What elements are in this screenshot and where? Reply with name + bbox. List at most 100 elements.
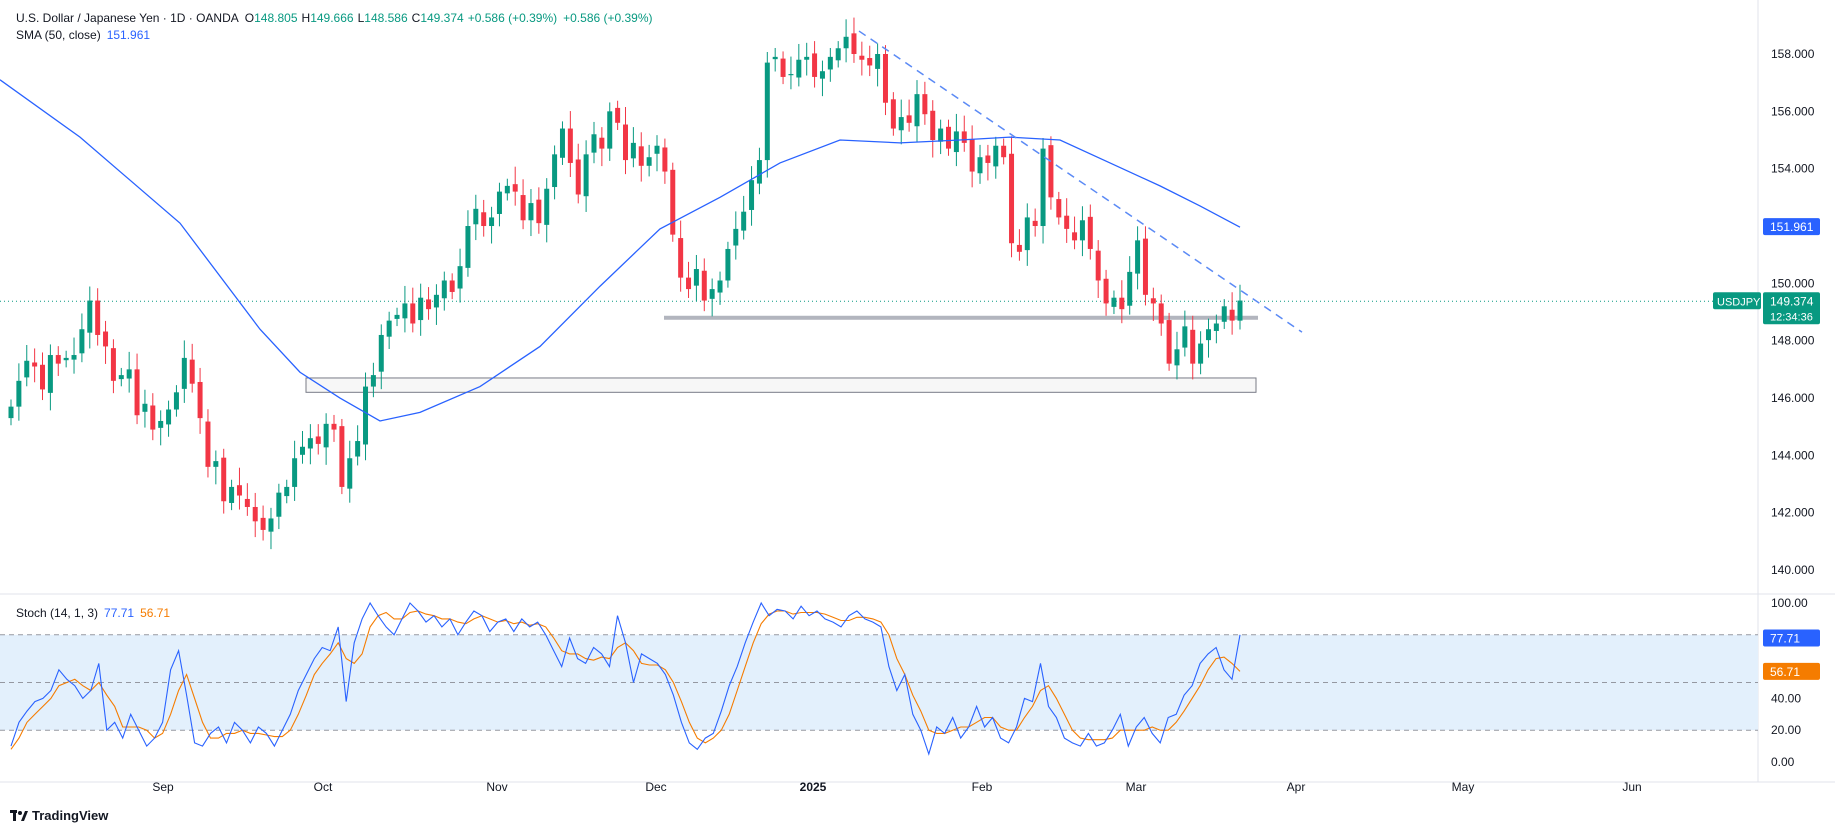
candle (678, 220, 684, 292)
candle (473, 194, 479, 241)
candle-body (150, 405, 156, 430)
candle (489, 206, 495, 244)
candle (1174, 331, 1180, 380)
candle-body (630, 142, 636, 159)
candle (236, 467, 242, 510)
candle-body (103, 331, 109, 347)
candle (977, 144, 983, 184)
candle (1135, 226, 1141, 290)
candle (229, 479, 235, 511)
candle (882, 45, 888, 116)
candle (355, 425, 361, 466)
candle-body (623, 124, 628, 161)
candle (591, 121, 597, 164)
candle (1111, 290, 1117, 315)
candle (299, 431, 305, 464)
candle (969, 125, 975, 188)
candle-body (433, 294, 439, 308)
candle-body (496, 191, 502, 214)
candle-body (922, 94, 928, 115)
candle-body (693, 269, 699, 286)
candle-body (32, 362, 38, 367)
candle-body (512, 184, 518, 192)
price-badge-bg (1763, 292, 1820, 325)
candle-body (1024, 217, 1030, 251)
candle (859, 41, 865, 76)
candle-body (1205, 329, 1211, 341)
candle (835, 41, 841, 68)
candle (166, 400, 172, 437)
candle-body (662, 147, 668, 172)
candle (339, 418, 345, 495)
candle-body (1127, 271, 1133, 306)
candle (788, 56, 794, 90)
support-zone (305, 377, 1257, 393)
candle-body (1016, 244, 1022, 252)
candle-body (1056, 199, 1062, 218)
candle-body (1221, 306, 1227, 322)
candle (764, 51, 770, 178)
tradingview-logo[interactable]: TradingView (10, 808, 108, 823)
candle (756, 147, 762, 195)
candle-body (1174, 349, 1180, 366)
stoch-tick-label: 0.00 (1771, 755, 1795, 769)
candle (898, 99, 904, 145)
candle (741, 195, 747, 240)
candle-body (126, 369, 132, 379)
candle-body (953, 131, 959, 153)
candle-body (961, 131, 967, 143)
candle-body (276, 492, 282, 517)
stoch-d-badge-text: 56.71 (1770, 665, 1800, 679)
candle (938, 119, 944, 155)
candle-body (284, 486, 290, 497)
candle-body (709, 289, 715, 299)
stoch-tick-label: 100.00 (1771, 596, 1808, 610)
candle (150, 393, 156, 441)
candle-body (1111, 297, 1117, 307)
candle (504, 178, 510, 201)
candle-body (835, 48, 841, 61)
candle-body (221, 457, 227, 502)
candle-body (307, 438, 313, 449)
candle (118, 367, 124, 387)
candle-body (481, 212, 487, 227)
candle-body (1237, 300, 1243, 321)
price-tick-label: 148.000 (1771, 334, 1815, 348)
candle-body (449, 280, 455, 292)
candle (559, 121, 565, 165)
candle-body (173, 392, 179, 410)
candle (567, 111, 573, 177)
price-badge: 149.374 12:34:36 (1763, 292, 1820, 325)
candle-body (1103, 278, 1109, 304)
stoch-zone (0, 634, 1758, 731)
stoch-k-badge-text: 77.71 (1770, 631, 1800, 645)
time-axis-label: Apr (1287, 780, 1306, 794)
candle-body (24, 360, 30, 378)
candle-body (134, 369, 140, 416)
candle-body (16, 380, 22, 407)
candle-body (583, 154, 589, 197)
candle-body (1198, 343, 1204, 364)
candle-body (1142, 238, 1148, 295)
candle (126, 351, 132, 393)
candle (875, 43, 881, 87)
candle-body (1087, 216, 1093, 249)
change-value-2: +0.586 (+0.39%) (563, 11, 653, 25)
candle (843, 19, 849, 63)
sma-line (0, 79, 1241, 422)
candle-body (875, 54, 881, 69)
time-axis-label: Oct (314, 780, 333, 794)
candle (378, 324, 384, 390)
candle (725, 241, 731, 288)
candle (394, 307, 400, 327)
candle (1016, 229, 1022, 261)
candle-body (158, 420, 164, 428)
candle-body (252, 506, 258, 522)
candle-body (504, 185, 510, 194)
candle (599, 127, 605, 167)
candle-body (213, 461, 219, 467)
candle-body (87, 300, 93, 333)
candle (1205, 318, 1211, 358)
candle-body (741, 211, 747, 231)
